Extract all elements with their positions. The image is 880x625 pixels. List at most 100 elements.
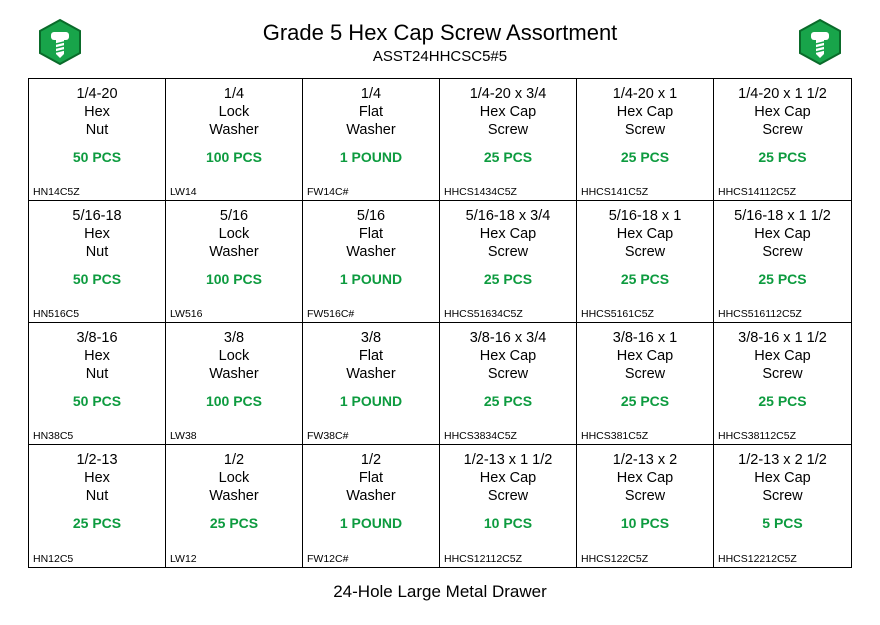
item-description: 1/2-13 x 2Hex CapScrew [577,451,713,505]
item-sku: FW516C# [307,308,354,320]
item-line: Lock [166,225,302,243]
item-description: 3/8FlatWasher [303,329,439,383]
item-quantity: 25 PCS [577,393,713,409]
item-description: 1/2LockWasher [166,451,302,505]
item-description: 1/4-20 x 1 1/2Hex CapScrew [714,85,851,139]
item-quantity: 50 PCS [29,271,165,287]
item-sku: HHCS141C5Z [581,186,648,198]
item-line: 1/2-13 [29,451,165,469]
item-sku: LW38 [170,430,197,442]
item-line: 1/2-13 x 1 1/2 [440,451,576,469]
item-description: 5/16-18 x 1 1/2Hex CapScrew [714,207,851,261]
grid-cell: 1/2-13 x 2 1/2Hex CapScrew5 PCSHHCS12212… [714,445,851,567]
item-sku: HN38C5 [33,430,73,442]
item-sku: HHCS51634C5Z [444,308,523,320]
item-line: Hex [29,103,165,121]
grid-cell: 1/2-13 x 2Hex CapScrew10 PCSHHCS122C5Z [577,445,714,567]
header: Grade 5 Hex Cap Screw Assortment ASST24H… [28,18,852,66]
item-quantity: 5 PCS [714,515,851,531]
item-sku: HN14C5Z [33,186,80,198]
item-sku: FW14C# [307,186,348,198]
item-line: 1/2 [166,451,302,469]
item-line: Flat [303,225,439,243]
item-line: Nut [29,243,165,261]
item-description: 3/8-16 x 1 1/2Hex CapScrew [714,329,851,383]
item-quantity: 50 PCS [29,393,165,409]
grid-cell: 1/2LockWasher25 PCSLW12 [166,445,303,567]
item-line: 3/8-16 x 1 [577,329,713,347]
grid-cell: 3/8LockWasher 100 PCS LW38 [166,323,303,445]
item-description: 1/2-13 x 1 1/2Hex CapScrew [440,451,576,505]
item-quantity: 25 PCS [440,149,576,165]
item-sku: HHCS516112C5Z [718,308,802,320]
item-description: 1/4LockWasher [166,85,302,139]
grid-cell: 1/4-20 x 1Hex CapScrew 25 PCS HHCS141C5Z [577,79,714,201]
item-quantity: 25 PCS [577,149,713,165]
item-line: Nut [29,121,165,139]
item-quantity: 100 PCS [166,393,302,409]
item-description: 1/2FlatWasher [303,451,439,505]
item-line: Screw [714,121,851,139]
item-line: 1/4-20 x 3/4 [440,85,576,103]
item-line: Hex Cap [577,103,713,121]
item-line: 5/16 [303,207,439,225]
item-description: 1/4-20 x 1Hex CapScrew [577,85,713,139]
item-sku: LW516 [170,308,203,320]
item-line: 1/2 [303,451,439,469]
item-line: Hex Cap [440,225,576,243]
item-sku: HHCS14112C5Z [718,186,796,198]
item-line: Screw [577,487,713,505]
grid-cell: 1/4-20 x 3/4Hex CapScrew 25 PCS HHCS1434C5… [440,79,577,201]
item-description: 5/16FlatWasher [303,207,439,261]
item-quantity: 25 PCS [440,393,576,409]
item-line: Nut [29,365,165,383]
item-line: Nut [29,487,165,505]
item-line: Washer [166,243,302,261]
item-description: 5/16-18 x 3/4Hex CapScrew [440,207,576,261]
item-line: 5/16-18 x 3/4 [440,207,576,225]
item-description: 5/16LockWasher [166,207,302,261]
grid-cell: 5/16-18 x 3/4Hex CapScrew25 PCSHHCS51634… [440,201,577,323]
grid-cell: 1/4LockWasher100 PCSLW14 [166,79,303,201]
item-line: Screw [714,365,851,383]
grid-cell: 3/8-16 x 1 1/2Hex CapScrew25 PCSHHCS3811… [714,323,851,445]
grid-cell: 5/16-18HexNut50 PCSHN516C5 [29,201,166,323]
item-line: 3/8-16 x 3/4 [440,329,576,347]
item-sku: HHCS1434C5Z [444,186,517,198]
item-sku: FW38C# [307,430,348,442]
item-description: 5/16-18HexNut [29,207,165,261]
item-description: 5/16-18 x 1Hex CapScrew [577,207,713,261]
item-line: Hex [29,225,165,243]
item-quantity: 25 PCS [29,515,165,531]
item-line: 1/4 [303,85,439,103]
grid-cell: 5/16LockWasher 100 PCS LW516 [166,201,303,323]
page-title: Grade 5 Hex Cap Screw Assortment [82,20,798,46]
item-quantity: 1 POUND [303,149,439,165]
item-quantity: 100 PCS [166,271,302,287]
item-line: Hex Cap [714,469,851,487]
page-subtitle: ASST24HHCSC5#5 [82,48,798,65]
item-line: Washer [166,365,302,383]
item-line: Screw [440,487,576,505]
assortment-grid: 1/4-20HexNut50 PCSHN14C5Z1/4LockWasher10… [28,78,852,568]
item-quantity: 25 PCS [714,393,851,409]
item-line: Lock [166,103,302,121]
item-line: 3/8 [166,329,302,347]
item-line: Washer [303,487,439,505]
item-sku: FW12C# [307,553,348,565]
grid-cell: 3/8FlatWasher1 POUNDFW38C# [303,323,440,445]
item-description: 1/2-13HexNut [29,451,165,505]
item-quantity: 100 PCS [166,149,302,165]
item-line: Lock [166,347,302,365]
item-line: Hex [29,469,165,487]
item-line: 1/4-20 [29,85,165,103]
item-line: Hex Cap [577,347,713,365]
item-line: Screw [714,487,851,505]
item-line: Screw [577,243,713,261]
item-quantity: 25 PCS [714,149,851,165]
item-description: 1/4FlatWasher [303,85,439,139]
item-sku: HHCS122C5Z [581,553,648,565]
item-line: 5/16-18 x 1 [577,207,713,225]
item-quantity: 25 PCS [577,271,713,287]
item-description: 1/4-20 x 3/4Hex CapScrew [440,85,576,139]
